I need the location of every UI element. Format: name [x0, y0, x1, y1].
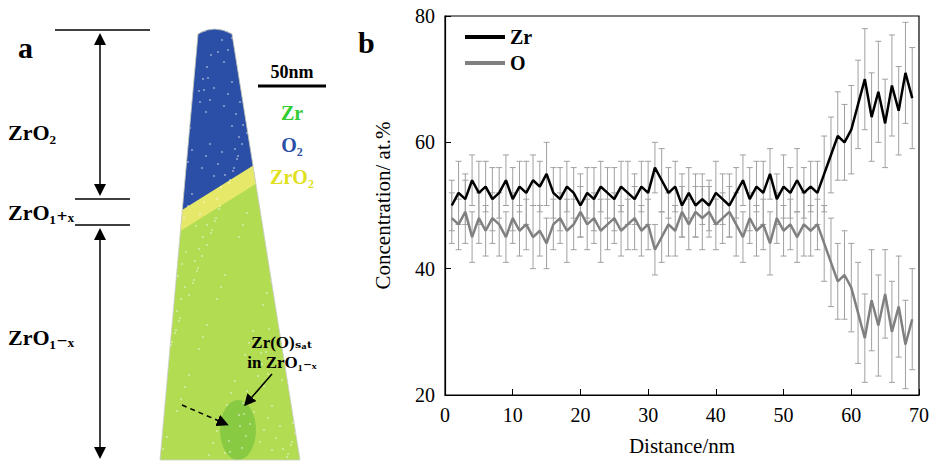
svg-text:40: 40	[415, 258, 435, 280]
svg-text:50: 50	[774, 404, 794, 426]
svg-text:Zr: Zr	[281, 102, 303, 124]
svg-text:20: 20	[415, 384, 435, 406]
svg-text:80: 80	[415, 5, 435, 27]
svg-text:30: 30	[638, 404, 658, 426]
svg-text:Concentration/ at.%: Concentration/ at.%	[371, 122, 395, 290]
svg-text:Zr: Zr	[510, 26, 532, 48]
svg-text:ZrO₂: ZrO₂	[270, 166, 314, 188]
svg-text:a: a	[18, 31, 33, 64]
svg-text:70: 70	[909, 404, 929, 426]
svg-text:ZrO₁₊ₓ: ZrO₁₊ₓ	[8, 200, 75, 225]
svg-text:10: 10	[503, 404, 523, 426]
svg-text:20: 20	[570, 404, 590, 426]
svg-text:O₂: O₂	[281, 134, 303, 156]
svg-text:40: 40	[706, 404, 726, 426]
svg-text:60: 60	[841, 404, 861, 426]
svg-text:0: 0	[440, 404, 450, 426]
svg-text:O: O	[510, 52, 526, 74]
svg-text:ZrO₂: ZrO₂	[8, 120, 57, 145]
svg-text:50nm: 50nm	[270, 62, 313, 82]
svg-text:b: b	[358, 26, 375, 59]
svg-text:ZrO₁₋ₓ: ZrO₁₋ₓ	[8, 325, 75, 350]
svg-text:Zr(O)ₛₐₜin ZrO₁₋ₓ: Zr(O)ₛₐₜin ZrO₁₋ₓ	[247, 333, 317, 372]
svg-text:60: 60	[415, 131, 435, 153]
svg-text:Distance/nm: Distance/nm	[629, 434, 735, 458]
